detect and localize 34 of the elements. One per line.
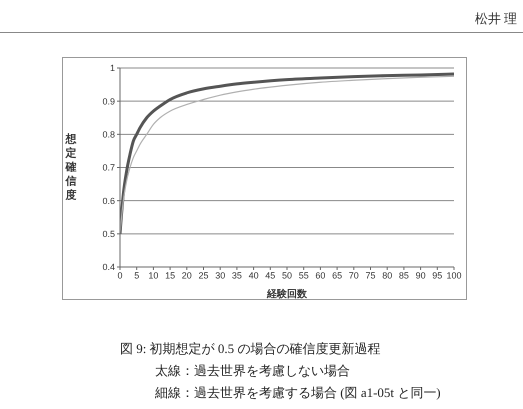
x-tick-label: 80: [382, 270, 392, 280]
y-tick-label: 0.9: [102, 96, 115, 106]
x-tick-label: 35: [232, 270, 242, 280]
x-tick-label: 90: [416, 270, 426, 280]
x-tick-label: 30: [215, 270, 226, 280]
y-axis-title: 想定確信度: [64, 132, 78, 202]
y-tick-label: 0.7: [102, 162, 115, 173]
x-tick-label: 45: [265, 270, 276, 280]
text: 松井 理: [474, 10, 517, 28]
x-tick-label: 25: [198, 270, 209, 280]
y-tick-label: 1: [110, 63, 115, 74]
y-tick-label: 0.6: [102, 196, 115, 206]
x-tick-label: 20: [182, 270, 192, 280]
x-tick-label: 100: [446, 270, 462, 280]
y-tick-label: 0.8: [102, 130, 115, 140]
x-tick-label: 95: [432, 270, 442, 280]
x-axis-title: 経験回数: [266, 288, 308, 300]
x-tick-label: 40: [248, 270, 259, 280]
x-tick-label: 75: [365, 270, 376, 280]
text: 図 9: 初期想定が 0.5 の場合の確信度更新過程: [120, 340, 380, 358]
text: 細線：過去世界を考慮する場合 (図 a1-05t と同一): [155, 384, 441, 402]
x-tick-label: 10: [148, 270, 158, 280]
x-tick-label: 65: [332, 270, 342, 280]
x-tick-label: 55: [298, 270, 309, 280]
x-tick-label: 70: [348, 270, 359, 280]
x-tick-label: 50: [282, 270, 292, 280]
x-tick-label: 60: [315, 270, 326, 280]
text: 太線：過去世界を考慮しない場合: [155, 362, 350, 380]
y-tick-label: 0.4: [102, 262, 115, 272]
y-tick-label: 0.5: [102, 229, 115, 240]
x-tick-label: 5: [134, 270, 140, 280]
x-tick-label: 85: [398, 270, 409, 280]
x-tick-label: 15: [165, 270, 176, 280]
x-tick-label: 0: [117, 270, 123, 280]
